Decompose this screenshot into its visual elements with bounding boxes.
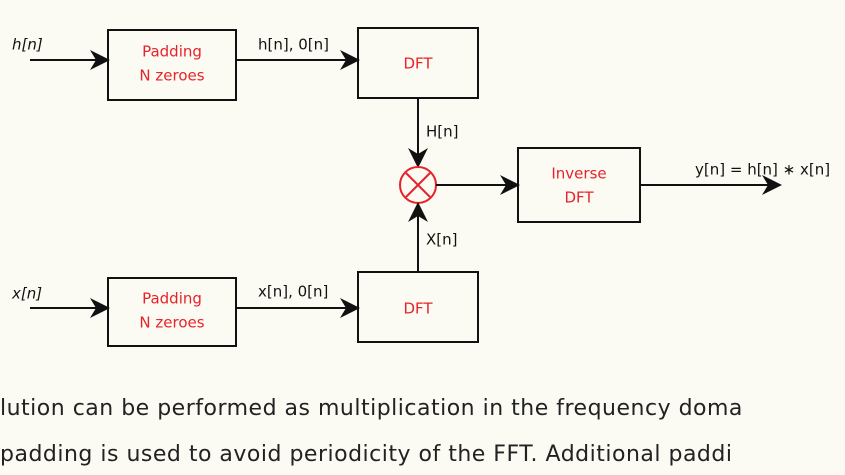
edge-label: H[n]	[426, 123, 459, 141]
node-box	[517, 147, 641, 223]
node-label: DFT	[403, 55, 433, 73]
diagram: h[n] Padding N zeroes h[n], 0[n] DFT H[n…	[11, 27, 830, 347]
input-label: h[n]	[12, 36, 43, 54]
edge-label: X[n]	[426, 231, 458, 249]
node-label: Padding	[142, 290, 202, 308]
edge-label: h[n], 0[n]	[258, 36, 329, 54]
node-label: DFT	[564, 189, 594, 207]
node-label: Padding	[142, 43, 202, 61]
edge-label: x[n], 0[n]	[258, 283, 328, 301]
node-label: N zeroes	[139, 314, 204, 332]
input-label: x[n]	[11, 285, 42, 303]
text-line: padding is used to avoid periodicity of …	[0, 442, 733, 467]
edge-label: y[n] = h[n] ∗ x[n]	[695, 161, 830, 179]
multiply-sign	[405, 172, 431, 198]
node-box	[107, 29, 237, 101]
node-label: N zeroes	[139, 67, 204, 85]
node-box	[107, 277, 237, 347]
node-label: Inverse	[551, 165, 606, 183]
node-label: DFT	[403, 300, 433, 318]
text-line: lution can be performed as multiplicatio…	[0, 396, 743, 421]
